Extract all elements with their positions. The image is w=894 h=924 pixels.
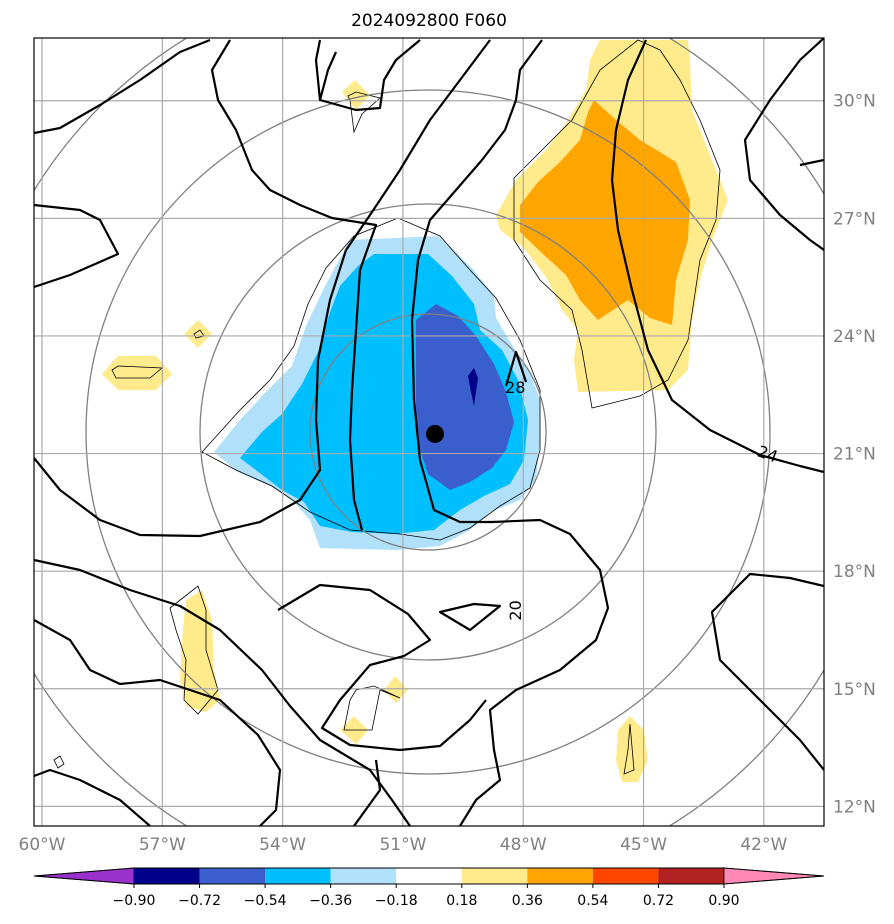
- latitude-tick-labels: 12°N 15°N 18°N 21°N 24°N 27°N 30°N: [833, 92, 876, 818]
- thin-contour: [343, 685, 401, 731]
- lon-tick-label: 48°W: [500, 835, 547, 855]
- contour-label: 20: [506, 600, 525, 620]
- lon-tick-label: 42°W: [740, 835, 787, 855]
- colorbar-segment: [527, 868, 593, 884]
- thin-contour: [347, 91, 381, 134]
- negative-fill-0.72: [468, 368, 478, 406]
- colorbar-segment: [134, 868, 200, 884]
- thin-contour: [201, 217, 541, 541]
- longitude-tick-labels: 60°W 57°W 54°W 51°W 48°W 45°W 42°W: [19, 835, 788, 855]
- negative-fill-0.54: [416, 304, 514, 490]
- colorbar-tick-label: −0.72: [178, 893, 221, 909]
- thick-contour: [504, 350, 528, 387]
- lat-tick-label: 30°N: [833, 92, 876, 112]
- filled-anomalies: [102, 40, 728, 782]
- thick-contour: [34, 558, 411, 826]
- thick-contour: [34, 619, 282, 826]
- positive-fill-0.36: [520, 100, 690, 325]
- lon-tick-label: 57°W: [139, 835, 186, 855]
- thick-contour: [710, 572, 824, 771]
- thick-contour: [353, 759, 382, 826]
- lat-tick-label: 24°N: [833, 327, 876, 347]
- positive-fill-patch: [102, 356, 172, 390]
- contour-label: 28: [505, 378, 525, 397]
- thick-contour: [34, 39, 491, 538]
- chart-title: 2024092800 F060: [351, 11, 507, 31]
- gridlines: [34, 38, 824, 826]
- range-ring-6deg: [199, 203, 657, 661]
- lat-tick-label: 27°N: [833, 209, 876, 229]
- lat-tick-label: 21°N: [833, 445, 876, 465]
- lat-tick-label: 15°N: [833, 680, 876, 700]
- colorbar-segment: [330, 868, 397, 884]
- thick-contour: [743, 38, 824, 251]
- colorbar-tick-label: −0.90: [113, 893, 156, 909]
- range-ring-9deg: [85, 89, 771, 775]
- thick-contour: [34, 38, 211, 135]
- lon-tick-label: 54°W: [259, 835, 306, 855]
- colorbar-tick-label: −0.18: [375, 893, 418, 909]
- thick-contours: [34, 38, 824, 826]
- thick-contour: [210, 39, 378, 531]
- thick-contour: [314, 39, 322, 101]
- thin-contour: [169, 585, 219, 715]
- thick-contour: [34, 203, 120, 289]
- colorbar-segment: [265, 868, 331, 884]
- colorbar-tick-label: 0.54: [577, 893, 608, 909]
- thick-contour: [799, 158, 824, 167]
- colorbar-tick-label: 0.18: [446, 893, 477, 909]
- lon-tick-label: 51°W: [379, 835, 426, 855]
- colorbar-tick-label: 0.36: [512, 893, 543, 909]
- colorbar-tick-label: −0.36: [309, 893, 352, 909]
- colorbar-segment: [396, 868, 462, 884]
- colorbar-extend-low: [33, 867, 135, 885]
- positive-fill-patch: [384, 676, 408, 703]
- thick-contour: [318, 39, 421, 112]
- thin-contour: [53, 755, 65, 769]
- colorbar-tick-label: 0.90: [708, 893, 739, 909]
- colorbar-segment: [592, 868, 659, 884]
- positive-fill-patch: [180, 590, 220, 712]
- thick-contour: [610, 39, 824, 474]
- colorbar: −0.90 −0.72 −0.54 −0.36 −0.18 0.18 0.36 0.54 0.7…: [33, 867, 825, 909]
- thin-contour: [623, 723, 635, 775]
- storm-center-marker: [426, 424, 445, 443]
- lat-tick-label: 12°N: [833, 797, 876, 817]
- thick-contour: [438, 602, 502, 632]
- positive-fill-patch: [342, 80, 370, 110]
- range-rings: [34, 38, 824, 826]
- colorbar-segment: [461, 868, 528, 884]
- thin-contour: [111, 365, 164, 379]
- thin-contours: [53, 39, 721, 775]
- colorbar-tick-label: 0.72: [643, 893, 674, 909]
- lon-tick-label: 60°W: [19, 835, 66, 855]
- colorbar-segment: [658, 868, 724, 884]
- thick-contour: [34, 768, 151, 826]
- colorbar-extend-high: [723, 867, 825, 885]
- lon-tick-label: 45°W: [620, 835, 667, 855]
- thick-contour: [277, 583, 487, 752]
- map-frame: [33, 37, 825, 827]
- lat-tick-label: 18°N: [833, 562, 876, 582]
- thin-contour: [513, 39, 721, 409]
- colorbar-tick-label: −0.54: [244, 893, 287, 909]
- positive-fill-patch: [184, 320, 212, 348]
- range-ring-3deg: [309, 313, 547, 551]
- thick-contour: [410, 39, 610, 826]
- colorbar-segment: [199, 868, 266, 884]
